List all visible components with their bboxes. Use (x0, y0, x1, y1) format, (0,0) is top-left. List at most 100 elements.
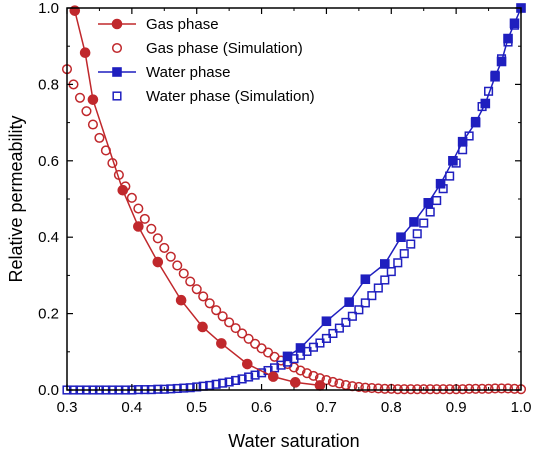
y-tick-label: 1.0 (38, 0, 59, 17)
data-point (435, 178, 446, 189)
data-point (159, 242, 170, 253)
x-tick-label: 0.4 (121, 399, 142, 416)
legend-marker (112, 91, 122, 101)
data-point (496, 56, 507, 67)
data-point (373, 383, 384, 394)
data-point (445, 171, 455, 181)
y-tick-label: 0.4 (38, 229, 59, 246)
data-point (165, 251, 176, 262)
series-gas-phase-simulation (61, 64, 527, 395)
data-point (457, 384, 468, 395)
data-point (295, 343, 306, 353)
data-point (211, 379, 221, 389)
series-water-phase-simulation (62, 3, 526, 395)
data-point (185, 276, 196, 287)
data-point (224, 317, 235, 328)
x-tick-label: 1.0 (511, 399, 532, 416)
data-point (197, 321, 208, 333)
data-point (509, 18, 520, 29)
data-point (237, 328, 248, 339)
series-line (287, 7, 522, 358)
data-point (477, 383, 488, 394)
data-point (321, 333, 331, 343)
data-point (191, 284, 202, 295)
data-point (87, 94, 99, 105)
series-water-phase (282, 3, 526, 362)
data-point (139, 213, 150, 224)
y-tick-label: 0.0 (38, 382, 59, 399)
legend-item: Gas phase (Simulation) (111, 40, 303, 57)
data-point (74, 92, 86, 103)
data-point (94, 132, 105, 143)
data-point (166, 384, 176, 394)
x-tick-label: 0.8 (381, 399, 402, 416)
data-point (425, 207, 435, 217)
data-point (379, 383, 390, 394)
data-point (448, 156, 458, 166)
data-point (405, 384, 416, 395)
data-point (217, 311, 228, 322)
data-point (341, 317, 351, 327)
x-tick-label: 0.6 (251, 399, 272, 416)
data-point (314, 380, 326, 391)
data-point (470, 383, 481, 394)
data-point (159, 384, 169, 394)
data-point (79, 47, 91, 58)
plot-marks (61, 3, 527, 395)
data-point (218, 378, 228, 388)
legend-marker (111, 42, 123, 54)
y-tick-label: 0.6 (38, 153, 59, 170)
data-point (315, 338, 325, 348)
data-point (399, 384, 410, 395)
data-point (172, 383, 182, 394)
data-point (418, 384, 429, 395)
data-point (412, 229, 422, 239)
data-point (502, 383, 514, 394)
data-point (133, 221, 144, 232)
data-point (432, 195, 442, 206)
data-point (412, 384, 423, 395)
data-point (366, 383, 377, 394)
data-point (431, 384, 442, 395)
data-point (216, 338, 227, 349)
data-point (282, 351, 293, 362)
legend-item: Water phase (Simulation) (112, 88, 315, 105)
x-tick-label: 0.5 (186, 399, 207, 416)
data-point (380, 275, 390, 285)
data-point (295, 365, 306, 376)
data-point (470, 117, 481, 128)
data-point (250, 370, 260, 380)
data-point (133, 203, 144, 214)
data-point (153, 384, 163, 394)
data-point (175, 294, 187, 306)
data-point (347, 311, 357, 321)
legend-item: Gas phase (98, 16, 219, 33)
data-point (425, 384, 436, 395)
data-point (327, 376, 338, 388)
data-point (380, 259, 390, 269)
legend: Gas phase Gas phase (Simulation) Water pha… (98, 16, 315, 105)
legend-label: Water phase (146, 64, 231, 81)
data-point (373, 283, 383, 293)
legend-marker (111, 18, 123, 30)
data-point (419, 218, 429, 228)
y-tick-label: 0.8 (38, 76, 59, 93)
data-point (224, 377, 234, 387)
data-point (457, 136, 468, 147)
data-point (386, 267, 396, 277)
data-point (179, 383, 189, 393)
data-point (399, 249, 409, 259)
data-point (87, 119, 98, 130)
data-point (126, 192, 137, 203)
data-point (117, 184, 129, 196)
data-point (423, 198, 434, 208)
data-point (464, 383, 475, 394)
x-tick-label: 0.3 (57, 399, 78, 416)
y-tick-label: 0.2 (38, 306, 59, 323)
data-point (360, 382, 371, 393)
data-point (392, 384, 403, 395)
data-point (231, 375, 241, 385)
x-axis-label: Water saturation (228, 431, 359, 451)
data-point (146, 223, 157, 234)
data-point (244, 372, 254, 382)
